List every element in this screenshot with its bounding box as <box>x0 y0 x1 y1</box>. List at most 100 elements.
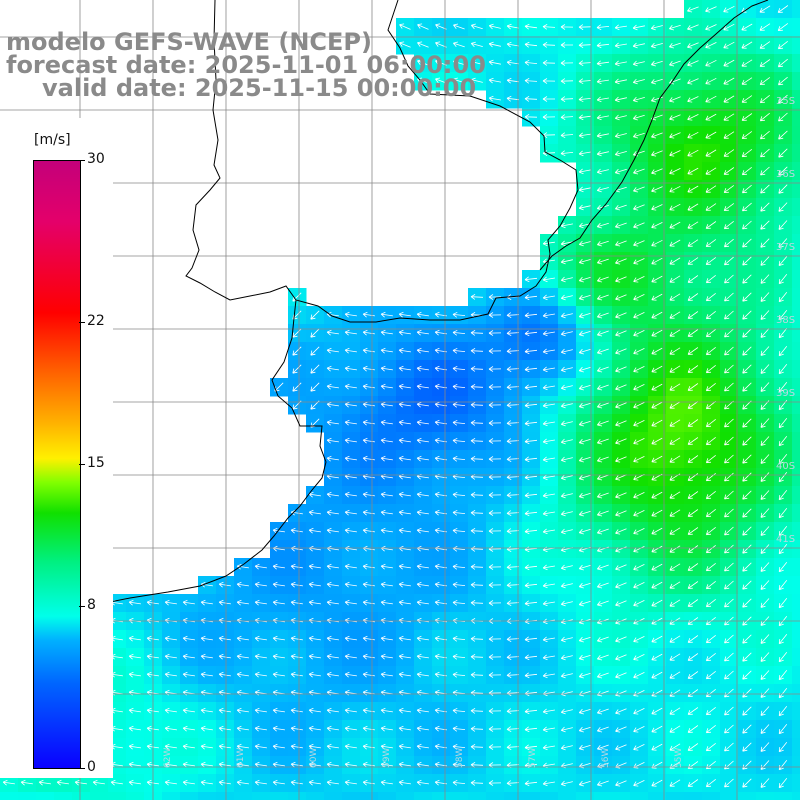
wind-arrow-578 <box>542 510 555 517</box>
wind-arrow-1009 <box>669 707 681 715</box>
wind-arrow-648 <box>760 544 770 554</box>
wind-arrow-994 <box>398 707 411 714</box>
wind-arrow-414 <box>470 402 484 408</box>
wind-arrow-295 <box>362 329 375 336</box>
wind-arrow-1154 <box>110 779 123 786</box>
wind-cell-1271 <box>630 792 649 800</box>
wind-arrow-423 <box>633 402 645 409</box>
wind-arrow-865 <box>452 653 466 660</box>
wind-arrow-39 <box>596 42 610 49</box>
wind-arrow-38 <box>578 42 592 48</box>
wind-arrow-914 <box>542 672 555 679</box>
wind-arrow-426 <box>687 401 699 409</box>
wind-arrow-92 <box>488 95 501 102</box>
wind-arrow-1051 <box>633 726 645 733</box>
wind-arrow-968 <box>724 688 734 698</box>
wind-arrow-93 <box>506 95 520 102</box>
wind-arrow-91 <box>778 76 788 86</box>
wind-arrow-1098 <box>687 743 699 751</box>
wind-arrow-1004 <box>578 708 591 715</box>
wind-arrow-649 <box>778 544 788 555</box>
wind-arrow-695 <box>452 581 466 588</box>
wind-arrow-919 <box>633 672 645 679</box>
wind-arrow-458 <box>778 418 788 429</box>
lon-label-8: 56W <box>601 748 611 768</box>
wind-arrow-1034 <box>326 725 339 732</box>
wind-arrow-14 <box>542 24 556 30</box>
wind-arrow-229 <box>524 276 538 283</box>
wind-arrow-66 <box>705 59 717 67</box>
wind-arrow-407 <box>344 401 357 408</box>
wind-arrow-235 <box>633 276 645 283</box>
wind-arrow-1078 <box>326 743 339 750</box>
wind-arrow-452 <box>669 419 681 427</box>
wind-cell-1277 <box>738 792 757 800</box>
wind-arrow-691 <box>380 581 393 588</box>
wind-arrow-1181 <box>596 780 609 787</box>
wind-arrow-979 <box>128 707 141 714</box>
wind-arrow-1023 <box>128 725 141 732</box>
wind-arrow-539 <box>344 491 357 498</box>
wind-arrow-35 <box>524 41 538 48</box>
wind-arrow-697 <box>488 582 502 588</box>
wind-arrow-689 <box>344 581 357 588</box>
wind-arrow-206 <box>633 240 645 247</box>
wind-arrow-659 <box>398 563 411 570</box>
wind-arrow-1029 <box>236 725 249 732</box>
wind-arrow-61 <box>614 60 627 67</box>
wind-arrow-667 <box>542 564 555 571</box>
wind-arrow-715 <box>128 599 141 606</box>
wind-arrow-1179 <box>560 780 573 787</box>
wind-arrow-672 <box>633 564 645 571</box>
wind-arrow-922 <box>687 671 699 679</box>
wind-arrow-599 <box>398 527 411 534</box>
wind-arrow-422 <box>615 402 627 409</box>
wind-arrow-411 <box>416 401 429 408</box>
lat-label-5: 40S <box>776 461 795 472</box>
wind-arrow-1169 <box>380 779 393 786</box>
wind-arrow-184 <box>723 203 735 211</box>
wind-arrow-94 <box>524 96 538 102</box>
wind-arrow-1100 <box>724 742 734 752</box>
wind-arrow-810 <box>254 635 267 642</box>
wind-arrow-856 <box>290 653 303 660</box>
wind-arrow-173 <box>742 184 752 194</box>
wind-arrow-181 <box>669 203 681 211</box>
wind-arrow-125 <box>560 132 574 139</box>
wind-arrow-503 <box>651 455 663 463</box>
wind-cell-395 <box>792 360 800 379</box>
wind-vector-field <box>2 5 789 789</box>
wind-arrow-136 <box>760 130 770 140</box>
wind-arrow-703 <box>596 582 609 589</box>
wind-arrow-115 <box>633 114 645 121</box>
wind-arrow-205 <box>615 240 627 247</box>
wind-arrow-995 <box>416 707 429 714</box>
wind-arrow-87 <box>705 77 717 85</box>
wind-arrow-1187 <box>705 778 716 788</box>
wind-arrow-459 <box>326 437 339 444</box>
lat-label-1: 36S <box>776 169 795 180</box>
wind-arrow-985 <box>236 707 249 714</box>
wind-arrow-569 <box>380 509 393 516</box>
wind-arrow-598 <box>380 527 393 534</box>
wind-arrow-730 <box>398 599 411 606</box>
wind-arrow-385 <box>452 383 466 390</box>
wind-arrow-281 <box>615 312 627 319</box>
wind-arrow-507 <box>724 454 734 464</box>
wind-arrow-42 <box>650 42 663 49</box>
wind-arrow-704 <box>615 582 627 589</box>
wind-arrow-666 <box>524 564 538 571</box>
wind-arrow-707 <box>669 581 681 589</box>
wind-arrow-498 <box>560 456 573 463</box>
lon-label-6: 58W <box>455 748 465 768</box>
wind-arrow-825 <box>524 636 538 643</box>
wind-arrow-0 <box>687 6 699 13</box>
wind-arrow-212 <box>742 238 752 248</box>
lat-label-4: 39S <box>776 388 795 399</box>
wind-arrow-269 <box>398 311 411 318</box>
wind-arrow-710 <box>724 580 734 590</box>
wind-arrow-1046 <box>542 726 555 733</box>
wind-arrow-991 <box>344 707 357 714</box>
wind-arrow-387 <box>488 384 502 390</box>
wind-arrow-199 <box>760 220 770 230</box>
